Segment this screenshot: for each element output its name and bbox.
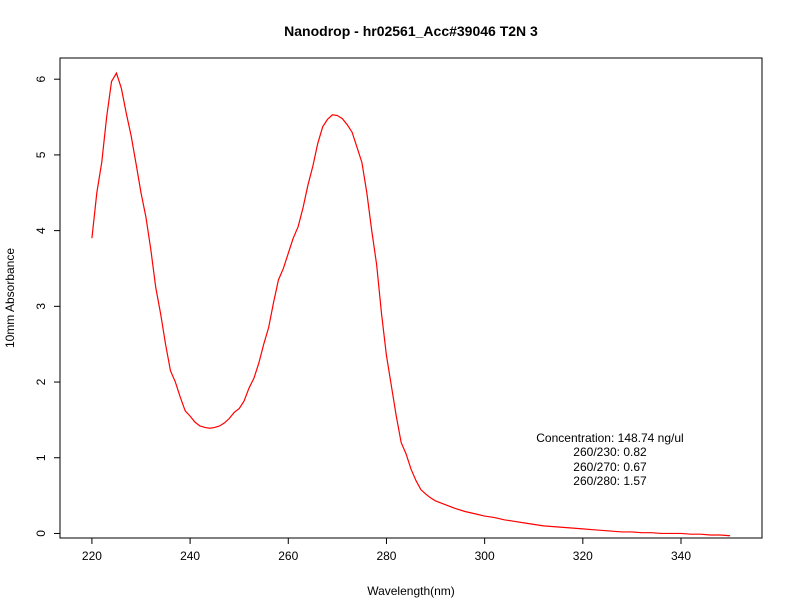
y-tick-label: 2 — [34, 378, 48, 385]
concentration-annotation: Concentration: 148.74 ng/ul — [536, 431, 683, 445]
y-tick-label: 3 — [34, 303, 48, 310]
x-tick-label: 220 — [82, 549, 102, 563]
x-tick-label: 340 — [671, 549, 691, 563]
ratio-260-270-annotation: 260/270: 0.67 — [573, 460, 647, 474]
ratio-260-230-annotation: 260/230: 0.82 — [573, 445, 647, 459]
x-tick-label: 320 — [573, 549, 593, 563]
absorbance-series-line — [91, 71, 731, 537]
ratio-260-280-annotation: 260/280: 1.57 — [573, 474, 647, 488]
x-tick-label: 280 — [376, 549, 396, 563]
y-tick-label: 1 — [34, 454, 48, 461]
chart-title: Nanodrop - hr02561_Acc#39046 T2N 3 — [284, 23, 538, 39]
y-tick-label: 4 — [34, 227, 48, 234]
x-tick-label: 300 — [475, 549, 495, 563]
y-axis: 0 1 2 3 4 5 6 — [34, 76, 60, 537]
y-tick-label: 6 — [34, 76, 48, 83]
y-tick-label: 5 — [34, 151, 48, 158]
x-axis: 220 240 260 280 300 320 340 — [82, 538, 691, 563]
y-tick-label: 0 — [34, 530, 48, 537]
summary-annotation: Concentration: 148.74 ng/ul 260/230: 0.8… — [536, 431, 683, 488]
plot-frame — [59, 57, 763, 539]
y-axis-label: 10mm Absorbance — [3, 248, 17, 348]
x-axis-label: Wavelength(nm) — [367, 584, 455, 598]
x-tick-label: 240 — [180, 549, 200, 563]
x-tick-label: 260 — [278, 549, 298, 563]
